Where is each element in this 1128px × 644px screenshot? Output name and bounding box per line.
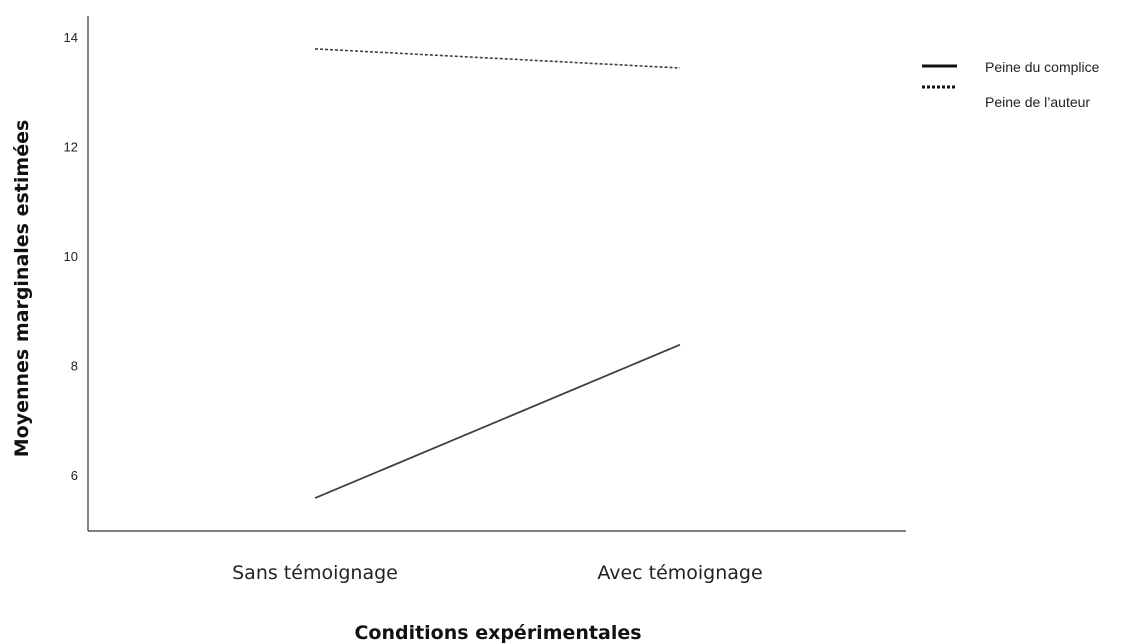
y-tick-label: 8: [71, 359, 78, 374]
y-tick-label: 14: [64, 30, 78, 45]
series-line-1: [314, 343, 681, 499]
x-category-label: Avec témoignage: [597, 562, 762, 584]
y-tick-label: 6: [71, 468, 78, 483]
y-axis-title: Moyennes marginales estimées: [11, 120, 33, 458]
x-category-labels: Sans témoignage Avec témoignage: [232, 562, 763, 584]
axes: [87, 16, 906, 532]
y-tick-label: 12: [64, 139, 78, 154]
legend-label-2: Peine de l’auteur: [985, 94, 1090, 110]
series-line-2: [314, 48, 681, 69]
x-axis-title: Conditions expérimentales: [354, 622, 641, 644]
y-tick-labels: 6 8 10 12 14: [64, 30, 78, 483]
legend-label-1: Peine du complice: [985, 59, 1100, 75]
series-lines: [314, 48, 681, 499]
x-category-label: Sans témoignage: [232, 562, 398, 584]
legend: Peine du complice Peine de l’auteur: [922, 59, 1100, 110]
y-tick-label: 10: [64, 249, 78, 264]
